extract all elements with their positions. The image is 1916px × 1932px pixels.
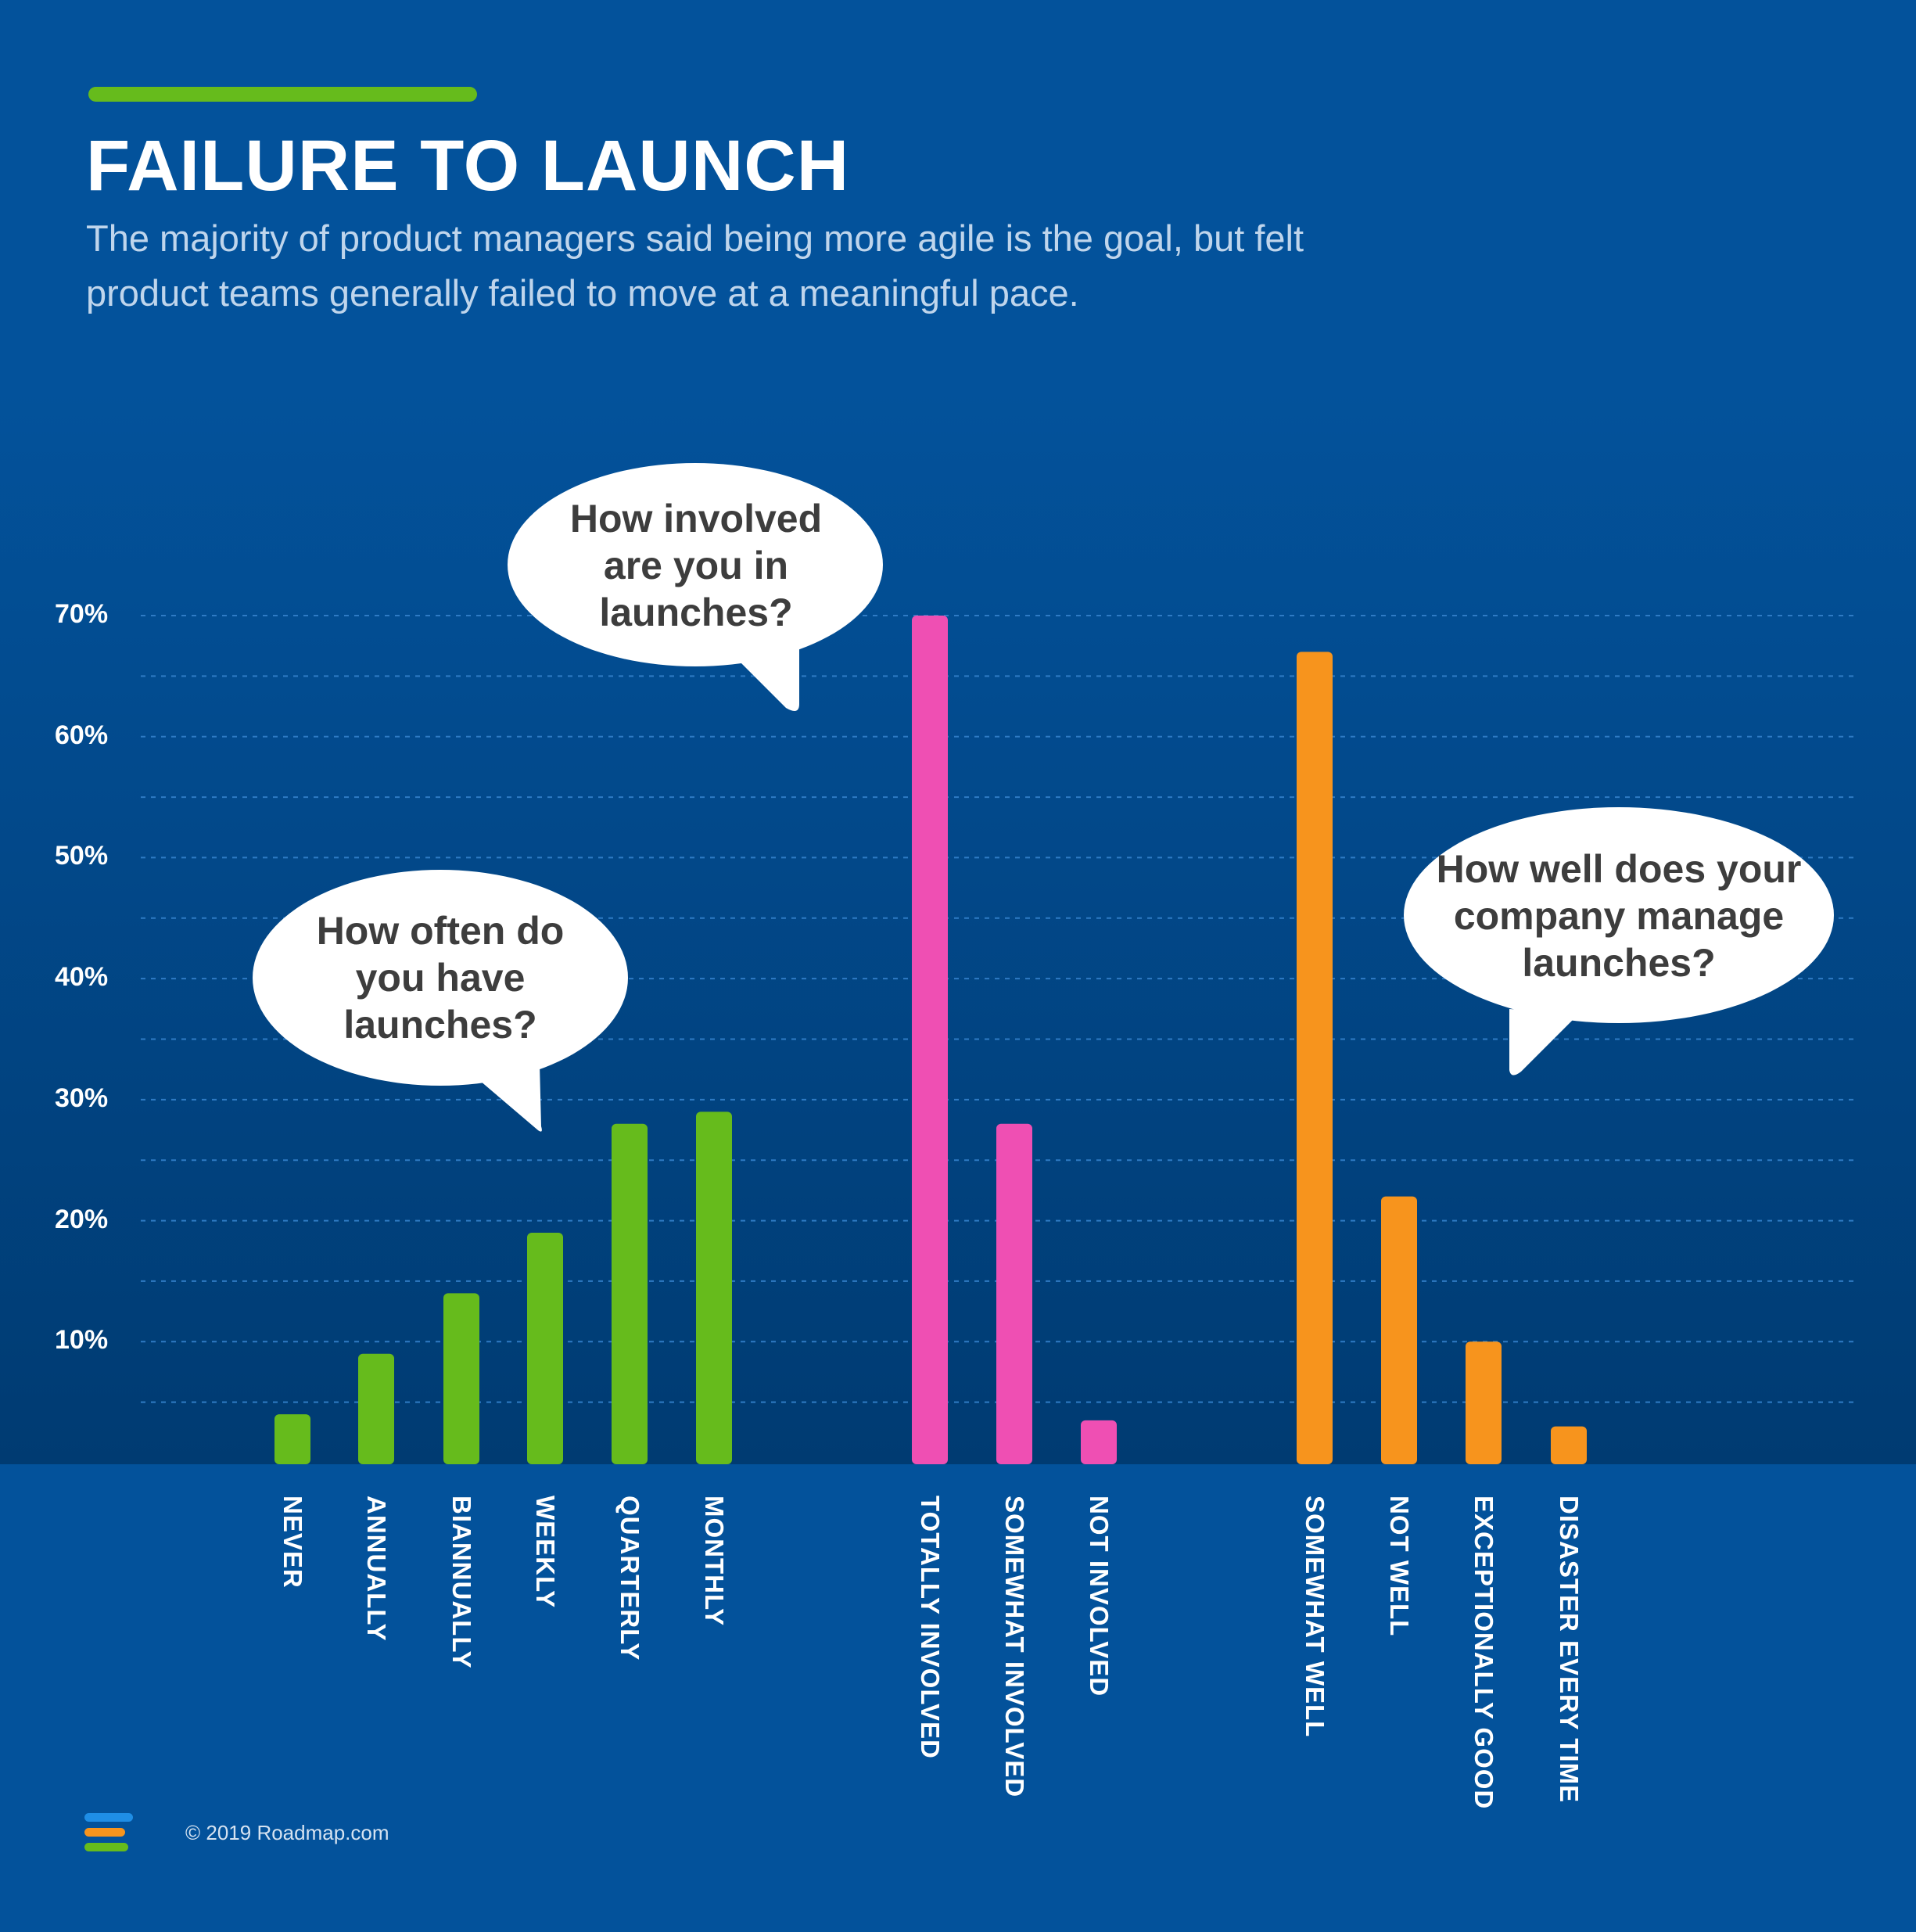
y-tick-label: 70%	[55, 599, 109, 629]
category-label: NOT WELL	[1385, 1496, 1414, 1637]
bar-never	[274, 1414, 310, 1464]
category-label: EXCEPTIONALLY GOOD	[1469, 1496, 1498, 1810]
page-title: FAILURE TO LAUNCH	[86, 126, 850, 206]
logo-stripe-green	[84, 1843, 128, 1851]
bubble-manage-text: How well does your company manage launch…	[1436, 846, 1802, 985]
y-tick-label: 40%	[55, 962, 109, 993]
category-label: SOMEWHAT INVOLVED	[1000, 1496, 1029, 1798]
category-label: MONTHLY	[700, 1496, 729, 1627]
bar-somewhat-well	[1297, 652, 1333, 1464]
bubble-manage-body	[1404, 807, 1834, 1023]
logo-stripe-blue	[84, 1813, 133, 1822]
category-label: NEVER	[278, 1496, 307, 1589]
y-tick-label: 60%	[55, 720, 109, 750]
bubble-often-text: How often do you have launches?	[316, 909, 565, 1047]
page-subtitle: The majority of product managers said be…	[86, 217, 1304, 314]
category-label: TOTALLY INVOLVED	[916, 1496, 945, 1759]
copyright-text: © 2019 Roadmap.com	[185, 1821, 389, 1844]
bar-totally-involved	[912, 616, 948, 1464]
bar-somewhat-involved	[996, 1123, 1032, 1464]
bar-quarterly	[612, 1123, 648, 1464]
bar-not-well	[1381, 1196, 1417, 1464]
category-label: ANNUALLY	[362, 1496, 391, 1642]
bar-disaster-every-time	[1551, 1426, 1587, 1464]
bar-monthly	[696, 1111, 732, 1464]
roadmap-logo-icon	[84, 1813, 133, 1858]
title-accent-bar	[88, 87, 477, 102]
category-label: DISASTER EVERY TIME	[1555, 1496, 1584, 1804]
category-label: SOMEWHAT WELL	[1301, 1496, 1329, 1738]
y-tick-label: 50%	[55, 841, 109, 871]
bubble-manage-tail	[1509, 1009, 1580, 1076]
category-label: QUARTERLY	[615, 1496, 644, 1661]
y-tick-label: 30%	[55, 1083, 109, 1113]
bar-annually	[358, 1353, 394, 1464]
bar-biannually	[443, 1293, 479, 1464]
bar-weekly	[527, 1233, 563, 1464]
bubble-often-tail	[469, 1064, 542, 1132]
logo-stripe-orange	[84, 1828, 125, 1837]
y-tick-label: 20%	[55, 1204, 109, 1234]
bubble-involved-tail	[731, 641, 799, 711]
bubble-often-body	[253, 870, 628, 1086]
bubble-involved-body	[508, 463, 883, 666]
category-label: BIANNUALLY	[447, 1496, 476, 1669]
category-label: NOT INVOLVED	[1085, 1496, 1114, 1697]
bubble-involved-text: How involved are you in launches?	[569, 496, 823, 634]
category-label: WEEKLY	[531, 1496, 560, 1609]
bar-not-involved	[1081, 1420, 1117, 1464]
y-tick-label: 10%	[55, 1325, 109, 1356]
bar-exceptionally-good	[1466, 1341, 1502, 1464]
